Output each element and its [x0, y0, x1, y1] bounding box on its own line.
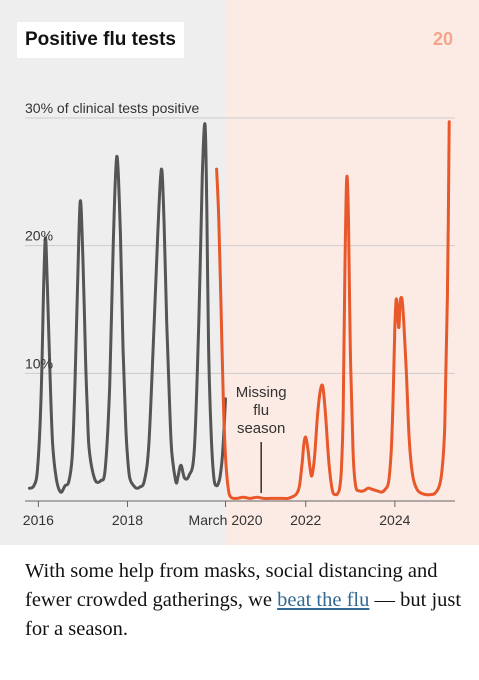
- y-tick-label-20: 20%: [25, 228, 53, 244]
- caption-text-before: With some help from masks, social distan…: [25, 560, 438, 611]
- x-tick-label-2024: 2024: [379, 512, 410, 528]
- caption: With some help from masks, social distan…: [25, 557, 465, 644]
- series-line-pre-pandemic: [28, 122, 227, 494]
- caption-text-after: — but just for a season.: [25, 589, 462, 640]
- x-tick-label-2022: 2022: [290, 512, 321, 528]
- annotation-missing-flu-season: Missing flu season: [236, 384, 287, 437]
- x-tick-label-2020.2: March 2020: [189, 512, 263, 528]
- page-number: 20: [432, 29, 453, 49]
- annotation-line-2: flu: [253, 402, 269, 419]
- y-tick-label-10: 10%: [25, 355, 53, 371]
- x-tick-label-2016: 2016: [23, 512, 54, 528]
- chart-title: Positive flu tests: [17, 22, 184, 58]
- series-line-pandemic: [215, 120, 451, 501]
- beat-the-flu-link[interactable]: beat the flu: [277, 589, 370, 611]
- x-tick-label-2018: 2018: [112, 512, 143, 528]
- line-chart: 10% 20% 30% of clinical tests positive 2016…: [0, 0, 479, 545]
- annotation-line-1: Missing: [236, 384, 287, 401]
- annotation-line-3: season: [237, 420, 285, 437]
- chart-area: 10% 20% 30% of clinical tests positive 2016…: [0, 0, 479, 545]
- y-tick-label-30: 30% of clinical tests positive: [25, 100, 200, 116]
